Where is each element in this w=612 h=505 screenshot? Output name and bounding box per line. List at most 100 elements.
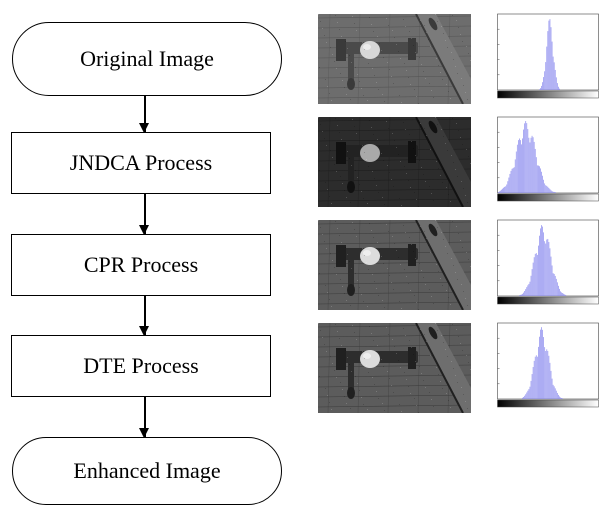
- histogram-bar: [554, 69, 556, 90]
- histogram-bar: [543, 232, 544, 296]
- histogram-bar: [553, 62, 555, 90]
- dte-histogram: [497, 321, 599, 413]
- histogram-bar: [559, 288, 560, 296]
- histogram-bar: [547, 186, 549, 193]
- histogram-bar: [547, 350, 549, 399]
- histogram-bar: [548, 242, 550, 296]
- histogram-bar: [521, 294, 522, 296]
- histogram-bar: [546, 239, 548, 296]
- cpr-process-node: CPR Process: [11, 234, 271, 296]
- histogram-bar: [524, 395, 526, 399]
- histogram-bar: [538, 245, 539, 296]
- histogram-bar: [527, 129, 529, 193]
- histogram-bar: [563, 293, 564, 296]
- histogram-bar: [526, 287, 528, 296]
- histogram-bar: [544, 347, 546, 399]
- histogram-bar: [536, 254, 538, 296]
- histogram-bar: [560, 397, 561, 399]
- histogram-bar: [555, 390, 557, 399]
- histogram-bar: [534, 356, 536, 399]
- histogram-bar: [524, 291, 526, 296]
- histogram-bar: [539, 336, 540, 399]
- histogram-bar: [548, 20, 550, 90]
- histogram-bar: [526, 392, 528, 399]
- jndca-histogram: [497, 115, 599, 207]
- arrow-1: [140, 96, 148, 133]
- histogram-bar: [553, 191, 555, 193]
- histogram-bar: [525, 121, 527, 193]
- histogram-bar: [521, 144, 522, 193]
- histogram-bar: [556, 83, 558, 90]
- histogram-bar: [559, 88, 560, 90]
- jndca-process-label: JNDCA Process: [69, 150, 213, 175]
- histogram-bar: [539, 89, 540, 90]
- histogram-bar: [550, 256, 552, 296]
- histogram-bar: [508, 177, 510, 193]
- histogram-bar: [530, 137, 532, 193]
- histogram-bar: [538, 346, 539, 399]
- histogram-bar: [543, 337, 544, 399]
- histogram-bar: [514, 159, 516, 193]
- histogram-bar: [522, 293, 523, 296]
- histogram-bar: [552, 273, 554, 296]
- histogram-bar: [543, 179, 544, 193]
- histogram-bar: [549, 362, 551, 399]
- histogram-bar: [547, 31, 549, 90]
- histogram-bar: [552, 384, 554, 399]
- histogram-bar: [542, 82, 543, 90]
- histogram-bar: [501, 189, 502, 193]
- histogram-bar: [544, 71, 546, 90]
- enhanced-image-node: Enhanced Image: [12, 437, 282, 505]
- cpr-histogram: [497, 218, 599, 310]
- original-image-thumbnail: [318, 14, 471, 104]
- histogram-bar: [565, 294, 567, 296]
- histogram-bar: [555, 278, 557, 296]
- arrow-2: [140, 194, 148, 235]
- histogram-bar: [544, 183, 546, 193]
- histogram-bar: [542, 226, 543, 296]
- histogram-bar: [500, 190, 501, 193]
- cpr-image-thumbnail: [318, 220, 471, 310]
- histogram-bar: [554, 388, 556, 399]
- histogram-bar: [545, 185, 547, 193]
- histogram-bar: [542, 329, 543, 399]
- histogram-bar: [545, 243, 547, 296]
- histogram-bar: [525, 394, 527, 399]
- histogram-bar: [507, 181, 509, 193]
- histogram-bar: [551, 378, 553, 399]
- histogram-bar: [522, 397, 523, 399]
- histogram-bar: [528, 137, 530, 193]
- histogram-bar: [545, 350, 547, 399]
- arrow-3: [140, 296, 148, 336]
- histogram-bar: [550, 27, 552, 90]
- histogram-bar: [562, 293, 563, 296]
- histogram-bar: [564, 294, 566, 296]
- histogram-bar: [523, 396, 524, 399]
- histogram-bar: [498, 191, 499, 193]
- histogram-bar: [506, 184, 508, 193]
- histogram-bar: [529, 142, 531, 193]
- histogram-bar: [524, 123, 526, 193]
- histogram-bar: [558, 394, 559, 399]
- histogram-bar: [547, 238, 549, 296]
- original-image-label: Original Image: [80, 46, 214, 71]
- histogram-bar: [553, 386, 555, 399]
- histogram-bar: [510, 170, 512, 193]
- histogram-bar: [543, 77, 544, 90]
- histogram-bar: [546, 349, 548, 399]
- histogram-bar: [518, 140, 519, 193]
- histogram-bar: [529, 281, 531, 296]
- histogram-bar: [541, 225, 542, 296]
- histogram-bar: [529, 386, 531, 399]
- original-histogram: [497, 12, 599, 104]
- histogram-bar: [535, 355, 537, 399]
- histogram-bar: [538, 165, 539, 193]
- histogram-bar: [551, 41, 553, 90]
- histogram-bar: [519, 295, 520, 296]
- original-image-node: Original Image: [12, 22, 282, 96]
- histogram-bar: [546, 185, 548, 193]
- jndca-process-node: JNDCA Process: [11, 132, 271, 194]
- histogram-bar: [550, 190, 552, 193]
- histogram-bar: [528, 283, 530, 296]
- histogram-bar: [504, 186, 506, 193]
